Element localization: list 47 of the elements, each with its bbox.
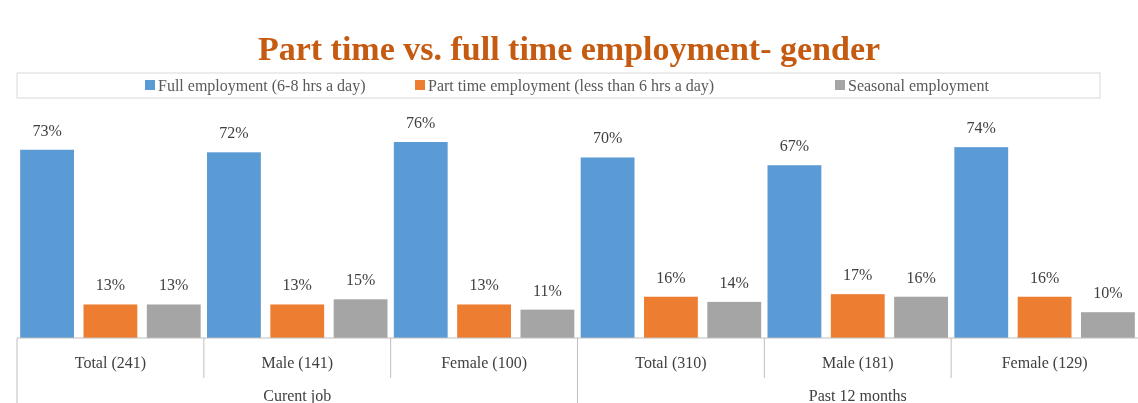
data-label: 67%: [779, 137, 810, 155]
data-label: 16%: [906, 268, 936, 286]
data-label: 15%: [345, 271, 376, 289]
bar: [146, 304, 201, 338]
bar: [1081, 312, 1135, 338]
legend-label: Part time employment (less than 6 hrs a day): [428, 77, 715, 95]
bar: [707, 301, 762, 338]
chart-title: Part time vs. full time employment- gender: [257, 30, 881, 67]
data-label: 13%: [469, 276, 499, 294]
data-label: 13%: [95, 276, 126, 294]
bar: [830, 294, 885, 338]
data-label: 73%: [32, 121, 62, 139]
data-label: 72%: [219, 124, 249, 142]
bar: [270, 304, 325, 338]
bar: [767, 165, 822, 338]
bar: [894, 296, 948, 338]
data-label: 16%: [656, 268, 686, 286]
bar: [580, 157, 635, 338]
bar: [83, 304, 138, 338]
data-label: 70%: [592, 129, 623, 147]
data-label: 17%: [843, 266, 873, 284]
data-label: 74%: [966, 119, 996, 137]
data-label: 14%: [719, 273, 749, 291]
data-label: 13%: [159, 276, 189, 294]
data-label: 13%: [282, 276, 312, 294]
x-tick-label: Male (181): [821, 354, 894, 372]
text: Past 12 months: [808, 387, 907, 403]
bar: [333, 299, 388, 338]
legend-label: Seasonal employment: [848, 77, 990, 95]
data-label: 11%: [533, 281, 562, 299]
x-tick-label: Female (100): [441, 354, 527, 372]
data-label: 10%: [1093, 284, 1123, 302]
bar: [393, 142, 448, 338]
legend-label: Full employment (6-8 hrs a day): [158, 77, 366, 95]
bar: [20, 149, 74, 338]
bar: [207, 152, 261, 338]
x-tick-label: Total (241): [74, 354, 147, 372]
bar: [1017, 296, 1072, 338]
x-tick-label: Male (141): [261, 354, 334, 372]
data-label: 16%: [1029, 268, 1060, 286]
data-label: 76%: [406, 114, 436, 131]
bar: [644, 296, 698, 338]
bar: [954, 147, 1009, 338]
bar: [520, 309, 575, 338]
bar: [457, 304, 511, 338]
x-tick-label: Total (310): [635, 354, 707, 372]
x-tick-label: Female (129): [1001, 354, 1088, 372]
